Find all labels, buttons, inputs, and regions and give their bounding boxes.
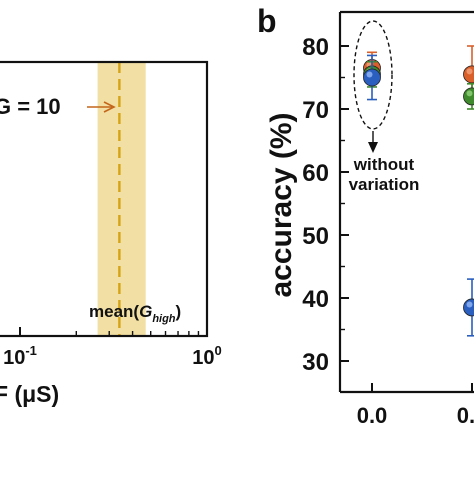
panel-a: G = 10 mean(Ghigh) 10-1 100 F (μS)	[0, 62, 222, 407]
data-point-blue	[464, 299, 474, 316]
panel-b-x-tick-label-0.0: 0.0	[357, 403, 388, 428]
data-point-blue	[364, 69, 381, 86]
x-tick-label-0.1: 10-1	[3, 343, 37, 369]
data-point-highlight	[467, 301, 473, 307]
without-variation-label-line2: variation	[349, 175, 420, 194]
panel-b-label: b	[257, 3, 277, 39]
panel-b-y-ticks: 30 40 50 60 70 80	[302, 34, 349, 376]
without-variation-label-line1: without	[353, 155, 415, 174]
g-ratio-annotation: G = 10	[0, 94, 61, 119]
panel-b: b accuracy (%) 30 40 50 60 70 80 0.0 0.2 witho…	[257, 3, 474, 428]
panel-b-x-tick-label-0.2: 0.2	[457, 403, 474, 428]
data-point-orange	[464, 66, 474, 83]
panel-b-y-tick-label-70: 70	[302, 97, 329, 124]
panel-b-y-tick-label-40: 40	[302, 286, 329, 313]
data-point-highlight	[367, 72, 373, 78]
panel-b-x-ticks: 0.0 0.2	[357, 383, 474, 428]
data-point-highlight	[467, 68, 473, 74]
panel-b-y-tick-label-80: 80	[302, 34, 329, 61]
data-point-green	[464, 88, 474, 105]
panel-b-y-tick-label-50: 50	[302, 223, 329, 250]
panel-b-y-axis-label: accuracy (%)	[265, 112, 298, 297]
panel-b-y-tick-label-30: 30	[302, 349, 329, 376]
x-tick-label-1: 100	[192, 343, 221, 369]
panel-b-y-tick-label-60: 60	[302, 160, 329, 187]
data-point-highlight	[467, 90, 473, 96]
without-variation-arrowhead	[368, 142, 378, 153]
panel-a-x-axis-label: F (μS)	[0, 381, 59, 407]
series-blue	[364, 55, 474, 335]
